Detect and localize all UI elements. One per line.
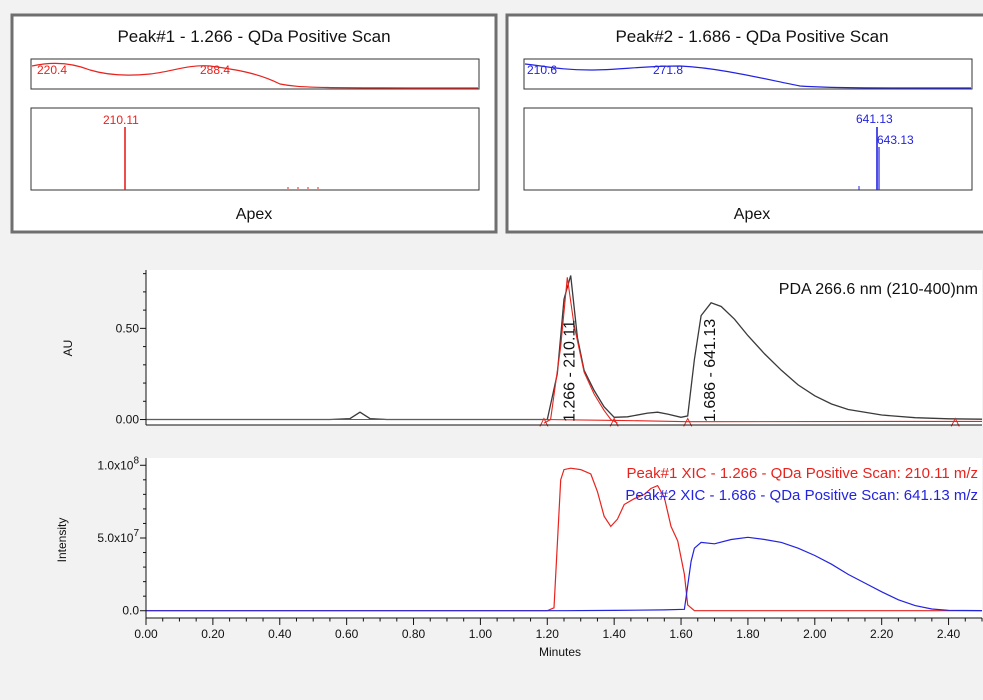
panel2-title: Peak#2 - 1.686 - QDa Positive Scan [615, 27, 888, 46]
panel2-uv-box [523, 58, 973, 90]
peak1-xic-trace [146, 467, 982, 612]
xic-xtick-label: 2.40 [937, 627, 961, 641]
pda-baseline [146, 418, 982, 423]
pda-peak-label: 1.266 - 210.11 [561, 320, 578, 422]
panel2-ms-label-1: 641.13 [856, 112, 893, 126]
panel2-ms-label-2: 643.13 [877, 133, 914, 147]
xic-xtick-label: 1.00 [469, 627, 493, 641]
integration-marker [683, 417, 693, 427]
panel2-uv-trace [524, 63, 972, 89]
panel2-uv-label-1: 210.6 [527, 63, 557, 77]
panel2-ms-box [523, 107, 973, 191]
xic-xtick-label: 0.80 [402, 627, 426, 641]
pda-ytick-label: 0.50 [116, 321, 140, 335]
pda-annotation: PDA 266.6 nm (210-400)nm [779, 281, 978, 298]
xic-xtick-label: 1.60 [669, 627, 693, 641]
legend-peak1: Peak#1 XIC - 1.266 - QDa Positive Scan: … [626, 465, 978, 482]
xic-ytick-label: 5.0x107 [97, 528, 139, 545]
peak1-integration-trace [543, 277, 618, 424]
xic-xtick-label: 1.20 [536, 627, 560, 641]
xic-xlabel: Minutes [539, 645, 581, 659]
xic-plot-area [146, 458, 982, 618]
xic-xtick-label: 2.00 [803, 627, 827, 641]
xic-xtick-label: 0.60 [335, 627, 359, 641]
peak2-xic-trace [146, 536, 983, 612]
panel1-uv-label-1: 220.4 [37, 63, 67, 77]
xic-xtick-label: 1.40 [602, 627, 626, 641]
spectrum-panel-peak2: Peak#2 - 1.686 - QDa Positive Scan 210.6… [505, 13, 983, 234]
panel1-uv-label-2: 288.4 [200, 63, 230, 77]
pda-ylabel: AU [61, 340, 75, 357]
pda-peak-label: 1.686 - 641.13 [702, 319, 719, 422]
xic-xtick-label: 0.20 [201, 627, 225, 641]
integration-marker [539, 417, 549, 427]
panel2-footer: Apex [734, 206, 770, 223]
integration-marker [609, 417, 619, 427]
xic-chromatogram: Intensity Minutes 0.0 5.0x107 1.0x108 0.00 0… [55, 455, 983, 659]
pda-chromatogram: AU PDA 266.6 nm (210-400)nm 0.00 0.50 1.2… [61, 270, 983, 427]
panel1-ms-box [30, 107, 480, 191]
legend-peak2: Peak#2 XIC - 1.686 - QDa Positive Scan: … [625, 487, 978, 504]
xic-ytick-label: 0.0 [122, 604, 139, 618]
xic-xtick-label: 0.40 [268, 627, 292, 641]
xic-xtick-label: 0.00 [134, 627, 158, 641]
panel1-footer: Apex [236, 206, 272, 223]
xic-ytick-label: 1.0x108 [97, 455, 139, 472]
panel1-title: Peak#1 - 1.266 - QDa Positive Scan [117, 27, 390, 46]
pda-plot-area [146, 270, 982, 425]
xic-legend: Peak#1 XIC - 1.266 - QDa Positive Scan: … [625, 465, 978, 504]
panel1-ms-label: 210.11 [103, 113, 139, 127]
panel1-uv-trace [31, 62, 479, 89]
integration-marker [950, 417, 960, 427]
pda-ytick-label: 0.00 [116, 413, 140, 427]
xic-xtick-label: 2.20 [870, 627, 894, 641]
xic-ylabel: Intensity [55, 518, 69, 563]
spectrum-panel-peak1: Peak#1 - 1.266 - QDa Positive Scan 220.4… [10, 13, 498, 234]
panel2-uv-label-2: 271.8 [653, 63, 683, 77]
xic-xtick-label: 1.80 [736, 627, 760, 641]
